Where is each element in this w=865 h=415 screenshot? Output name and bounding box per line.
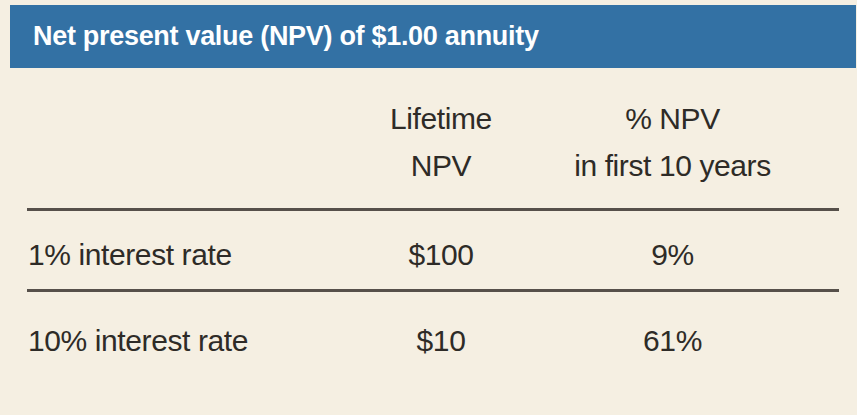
row-label-1pct-interest-rate: 1% interest rate bbox=[0, 231, 332, 278]
row-divider-rule bbox=[27, 289, 839, 292]
row-label-10pct-interest-rate: 10% interest rate bbox=[0, 317, 332, 364]
column-header-row: Lifetime NPV % NPV in first 10 years bbox=[0, 95, 857, 189]
table-row: 10% interest rate $10 61% bbox=[0, 317, 857, 364]
column-header-lifetime-npv: Lifetime NPV bbox=[332, 95, 550, 189]
column-header-line: Lifetime bbox=[332, 95, 550, 142]
table-row: 1% interest rate $100 9% bbox=[0, 231, 857, 278]
lifetime-npv-value: $10 bbox=[332, 317, 550, 364]
column-header-line: NPV bbox=[332, 142, 550, 189]
column-header-empty bbox=[0, 95, 332, 189]
pct-npv-first-10-years-value: 9% bbox=[550, 231, 795, 278]
lifetime-npv-value: $100 bbox=[332, 231, 550, 278]
figure-title: Net present value (NPV) of $1.00 annuity bbox=[10, 21, 539, 52]
column-header-line: in first 10 years bbox=[550, 142, 795, 189]
pct-npv-first-10-years-value: 61% bbox=[550, 317, 795, 364]
header-divider-rule bbox=[27, 208, 839, 211]
table-panel: Net present value (NPV) of $1.00 annuity… bbox=[0, 0, 857, 415]
column-header-pct-npv-first-10-years: % NPV in first 10 years bbox=[550, 95, 795, 189]
figure-title-bar: Net present value (NPV) of $1.00 annuity bbox=[10, 5, 856, 68]
column-header-line: % NPV bbox=[550, 95, 795, 142]
figure-canvas: Net present value (NPV) of $1.00 annuity… bbox=[0, 0, 865, 415]
